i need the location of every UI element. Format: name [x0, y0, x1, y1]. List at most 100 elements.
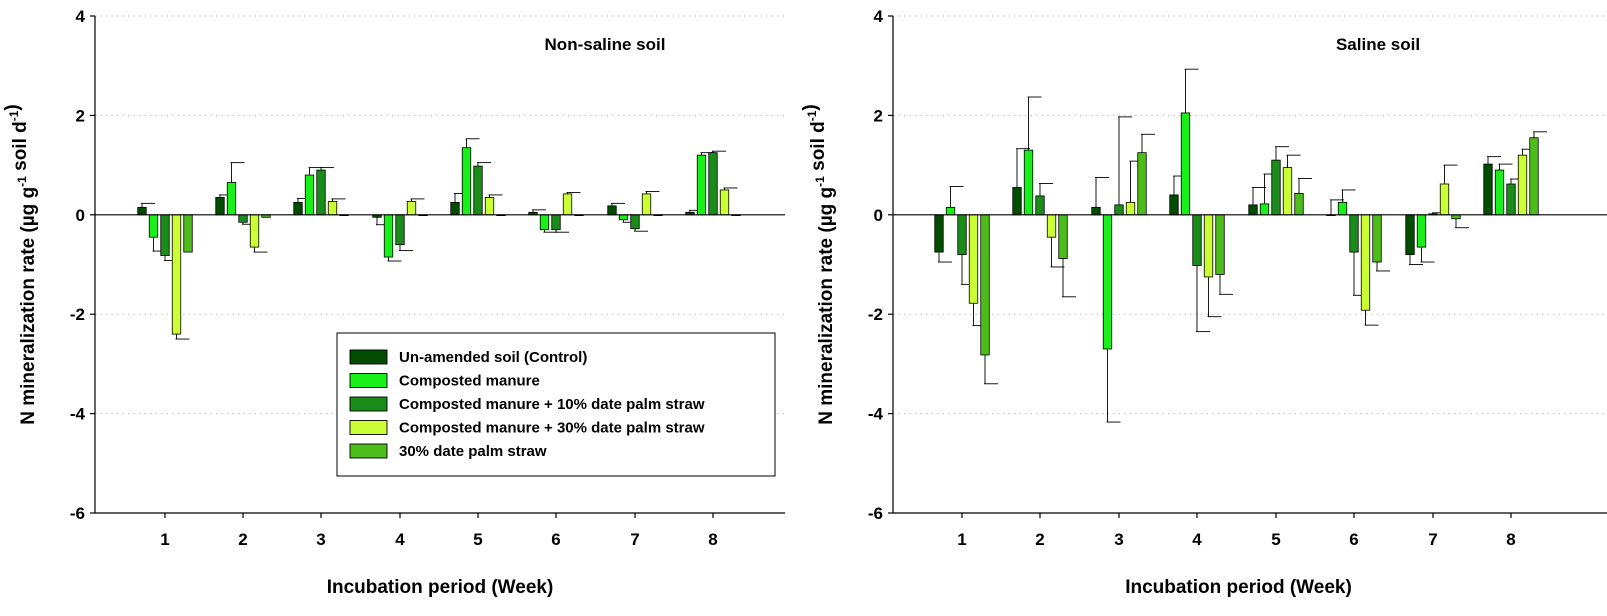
bar	[1102, 214, 1113, 350]
x-tick-label: 8	[708, 530, 717, 549]
bar	[473, 165, 483, 216]
bar	[1405, 214, 1415, 255]
x-tick-label: 3	[1114, 530, 1123, 549]
y-axis-label-superscript: -1	[813, 176, 827, 187]
bar	[1125, 201, 1136, 216]
y-tick-label: 2	[874, 106, 883, 125]
bar	[1494, 169, 1505, 216]
bar	[1169, 194, 1179, 216]
bar	[1360, 214, 1371, 311]
bar	[316, 169, 326, 216]
x-tick-label: 4	[395, 530, 405, 549]
y-axis-label-part: soil d	[808, 121, 829, 176]
y-axis-label-part: )	[2, 104, 23, 110]
x-tick-label: 4	[1192, 530, 1202, 549]
bar	[215, 197, 225, 216]
legend-box	[336, 332, 776, 477]
x-tick-label: 8	[1506, 530, 1515, 549]
chart-panel-2: -6 -4 -2 0 2 4 1 2 3 4 5 6 7 8 Saline soil Incubation p…	[800, 7, 1607, 598]
y-tick-label: -6	[868, 504, 883, 523]
x-tick-label: 6	[551, 530, 560, 549]
bar	[1012, 187, 1022, 216]
y-tick-label: 0	[76, 206, 85, 225]
bar	[395, 214, 405, 246]
x-axis-label: Incubation period (Week)	[327, 577, 554, 598]
bar	[934, 214, 944, 253]
x-tick-label: 7	[630, 530, 639, 549]
legend-swatch	[349, 373, 388, 388]
bar	[641, 193, 652, 216]
y-tick-label: 0	[874, 206, 883, 225]
bar	[1506, 183, 1516, 216]
bar	[183, 214, 193, 253]
bar	[562, 193, 573, 216]
y-tick-label: 4	[874, 7, 884, 26]
bar	[708, 152, 718, 216]
y-tick-label: -4	[868, 405, 884, 424]
bar	[293, 201, 303, 216]
bar	[160, 214, 170, 256]
bar	[383, 214, 394, 258]
bar	[1439, 183, 1450, 216]
bar	[1294, 193, 1304, 216]
y-axis-label-part: )	[800, 104, 821, 110]
y-axis-label-superscript: -1	[15, 176, 29, 187]
y-axis-label-part: N mineralization rate (µg g	[18, 187, 39, 425]
bar	[304, 174, 315, 216]
y-axis-label-part: N mineralization rate (µg g	[816, 187, 837, 425]
bar	[249, 214, 260, 248]
legend-swatch	[349, 443, 388, 459]
bar	[1259, 203, 1270, 216]
bar	[226, 182, 237, 216]
y-axis-label-part: soil d	[10, 121, 31, 176]
bar	[1058, 214, 1068, 259]
bar	[1192, 214, 1202, 266]
bar	[461, 147, 472, 216]
bar	[1337, 201, 1348, 216]
bar	[1483, 163, 1493, 216]
y-axis-label: N mineralization rate (µg g-1 soil d-1)	[2, 104, 39, 425]
bar	[719, 189, 730, 216]
bar	[1203, 214, 1214, 278]
bar	[484, 197, 495, 216]
bar	[238, 214, 248, 223]
bar	[1517, 154, 1528, 216]
chart-panel-1: -6 -4 -2 0 2 4 1 2 3 4 5 6 7 8 Non-saline soil Incubati…	[2, 7, 785, 598]
bar	[1271, 159, 1281, 216]
legend-label: Composted manure	[399, 373, 540, 390]
bar	[957, 214, 967, 255]
bar	[1046, 214, 1057, 238]
panel-title: Non-saline soil	[545, 35, 666, 54]
bar	[1372, 214, 1382, 263]
bar	[1137, 152, 1147, 216]
y-axis-label: N mineralization rate (µg g-1 soil d-1)	[800, 104, 837, 425]
y-tick-label: 2	[76, 106, 85, 125]
bar	[1215, 214, 1225, 275]
legend: Un-amended soil (Control) Composted manur…	[336, 332, 776, 477]
bar	[630, 214, 640, 230]
x-tick-label: 1	[957, 530, 966, 549]
bar	[1035, 195, 1045, 216]
legend-label: Composted manure + 30% date palm straw	[399, 420, 705, 437]
legend-swatch	[349, 396, 388, 412]
x-axis-label: Incubation period (Week)	[1125, 577, 1352, 598]
bar	[171, 214, 182, 335]
bar	[1180, 112, 1191, 216]
bar	[1114, 204, 1124, 216]
y-tick-label: -2	[70, 305, 85, 324]
x-tick-label: 2	[238, 530, 247, 549]
y-tick-label: 4	[76, 7, 86, 26]
bar	[1023, 149, 1034, 216]
bar	[980, 214, 990, 356]
legend-swatch	[349, 420, 388, 435]
bar	[1248, 204, 1258, 216]
bar	[607, 205, 617, 216]
y-tick-label: -2	[868, 305, 883, 324]
x-tick-label: 5	[473, 530, 482, 549]
bar	[945, 206, 956, 216]
bar	[450, 201, 460, 216]
x-tick-label: 5	[1271, 530, 1280, 549]
bar	[1091, 206, 1101, 216]
y-tick-label: -4	[70, 405, 86, 424]
